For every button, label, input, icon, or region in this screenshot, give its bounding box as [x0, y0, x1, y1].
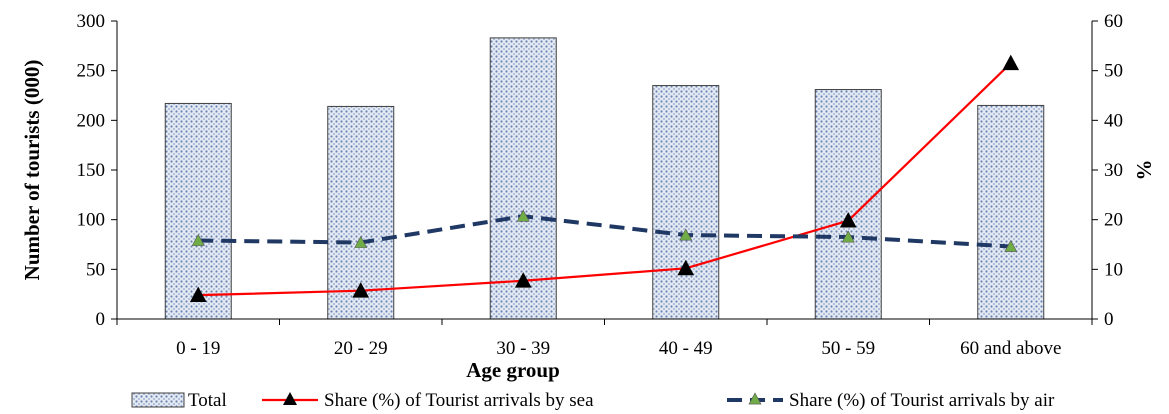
- legend-sea-marker: [283, 392, 297, 405]
- y-right-tick-60: 60: [1104, 11, 1123, 32]
- y-right-tick-30: 30: [1104, 160, 1123, 181]
- series-line-1: [198, 214, 1011, 249]
- y-right-tick-20: 20: [1104, 210, 1123, 231]
- legend-sea-label: Share (%) of Tourist arrivals by sea: [324, 390, 594, 411]
- legend-air-label: Share (%) of Tourist arrivals by air: [789, 390, 1055, 411]
- series-1-point-1: [354, 235, 368, 248]
- y-left-tick-250: 250: [77, 61, 106, 82]
- y-left-tick-150: 150: [77, 160, 106, 181]
- y-right-tick-50: 50: [1104, 61, 1123, 82]
- bar-2: [489, 37, 557, 320]
- bar-3: [652, 85, 720, 320]
- series-1-point-5: [1004, 239, 1018, 252]
- x-tick-1: 20 - 29: [334, 338, 388, 359]
- series-line-0: [198, 62, 1012, 297]
- y-right-tick-10: 10: [1104, 259, 1123, 280]
- bar-0: [164, 102, 232, 320]
- y-left-tick-300: 300: [77, 11, 106, 32]
- x-tick-5: 60 and above: [960, 338, 1061, 359]
- y-axis-left-title: Number of tourists (000): [20, 60, 44, 281]
- y-left-tick-100: 100: [77, 210, 106, 231]
- legend-air-marker: [748, 392, 762, 405]
- bar-5: [977, 104, 1045, 320]
- y-axis-right-title: %: [1132, 160, 1156, 181]
- x-tick-0: 0 - 19: [176, 338, 220, 359]
- series-0-point-3: [677, 259, 695, 276]
- y-left-tick-50: 50: [86, 259, 105, 280]
- y-right-tick-0: 0: [1104, 309, 1114, 330]
- y-right-tick-40: 40: [1104, 110, 1123, 131]
- x-tick-4: 50 - 59: [821, 338, 875, 359]
- legend-total-label: Total: [188, 390, 227, 411]
- series-0-point-5: [1002, 54, 1020, 71]
- legend-total-swatch: [131, 392, 185, 408]
- bar-4: [814, 89, 882, 320]
- series-1-point-2: [516, 209, 530, 222]
- x-tick-2: 30 - 39: [496, 338, 550, 359]
- series-0-point-1: [352, 282, 370, 298]
- series-0-point-0: [189, 286, 207, 303]
- series-1-point-0: [191, 233, 205, 246]
- series-1-point-4: [841, 230, 855, 243]
- series-0-point-4: [839, 212, 857, 228]
- series-1-point-3: [679, 228, 693, 241]
- y-left-tick-200: 200: [77, 110, 106, 131]
- x-tick-3: 40 - 49: [659, 338, 713, 359]
- y-left-tick-0: 0: [96, 309, 106, 330]
- series-0-point-2: [514, 272, 532, 288]
- x-axis-title: Age group: [466, 358, 560, 382]
